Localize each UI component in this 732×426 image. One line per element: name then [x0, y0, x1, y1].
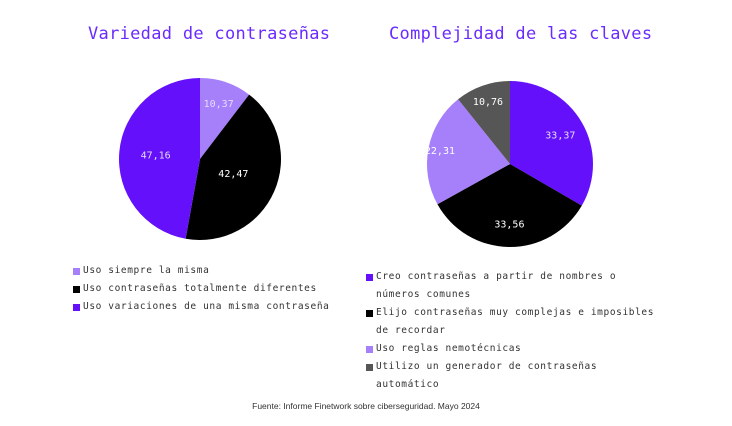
pie-slice [119, 78, 200, 239]
pie-value-label: 10,37 [204, 99, 234, 110]
pie-value-label: 10,76 [473, 97, 503, 108]
legend-item: Elijo contraseñas muy complejas e imposi… [366, 304, 666, 340]
legend-label: Creo contraseñas a partir de nombres o n… [376, 271, 617, 300]
legend-label: Utilizo un generador de contraseñas auto… [376, 361, 598, 390]
pie-slice [200, 78, 250, 159]
legend-item: Uso siempre la misma [73, 262, 353, 280]
pie-value-label: 22,31 [425, 146, 455, 157]
source-caption: Fuente: Informe Finetwork sobre ciberseg… [252, 401, 480, 411]
pie-slices [427, 81, 593, 247]
pie-slice [510, 81, 593, 206]
legend-swatch [73, 304, 80, 311]
legend-label: Uso siempre la misma [83, 265, 210, 276]
pie-slice [185, 94, 281, 240]
legend-item: Uso reglas nemotécnicas [366, 340, 666, 358]
chart-title-password-variety: Variedad de contraseñas [88, 24, 331, 44]
legend-label: Uso contraseñas totalmente diferentes [83, 283, 317, 294]
legend-label: Uso reglas nemotécnicas [376, 343, 522, 354]
legend-swatch [366, 274, 373, 281]
pie-slice [458, 81, 510, 164]
pie-value-label: 33,56 [494, 219, 524, 230]
legend-swatch [73, 268, 80, 275]
legend-key-complexity: Creo contraseñas a partir de nombres o n… [366, 268, 666, 394]
pie-value-labels: 10,37 42,47 47,16 [141, 99, 249, 180]
pie-slices [119, 78, 281, 240]
pie-slice [437, 164, 582, 247]
pie-value-label: 42,47 [218, 169, 248, 180]
legend-item: Creo contraseñas a partir de nombres o n… [366, 268, 666, 304]
legend-swatch [366, 310, 373, 317]
pie-value-label: 33,37 [545, 131, 575, 142]
legend-swatch [366, 346, 373, 353]
chart-title-key-complexity: Complejidad de las claves [389, 24, 653, 44]
pie-slice [427, 99, 510, 205]
legend-label: Elijo contraseñas muy complejas e imposi… [376, 307, 655, 336]
pie-value-label: 47,16 [141, 151, 171, 162]
legend-password-variety: Uso siempre la misma Uso contraseñas tot… [73, 262, 353, 316]
legend-item: Uso contraseñas totalmente diferentes [73, 280, 353, 298]
legend-label: Uso variaciones de una misma contraseña [83, 301, 330, 312]
legend-item: Uso variaciones de una misma contraseña [73, 298, 353, 316]
pie-value-labels: 33,37 33,56 22,31 10,76 [425, 97, 576, 230]
legend-item: Utilizo un generador de contraseñas auto… [366, 358, 666, 394]
legend-swatch [73, 286, 80, 293]
legend-swatch [366, 364, 373, 371]
